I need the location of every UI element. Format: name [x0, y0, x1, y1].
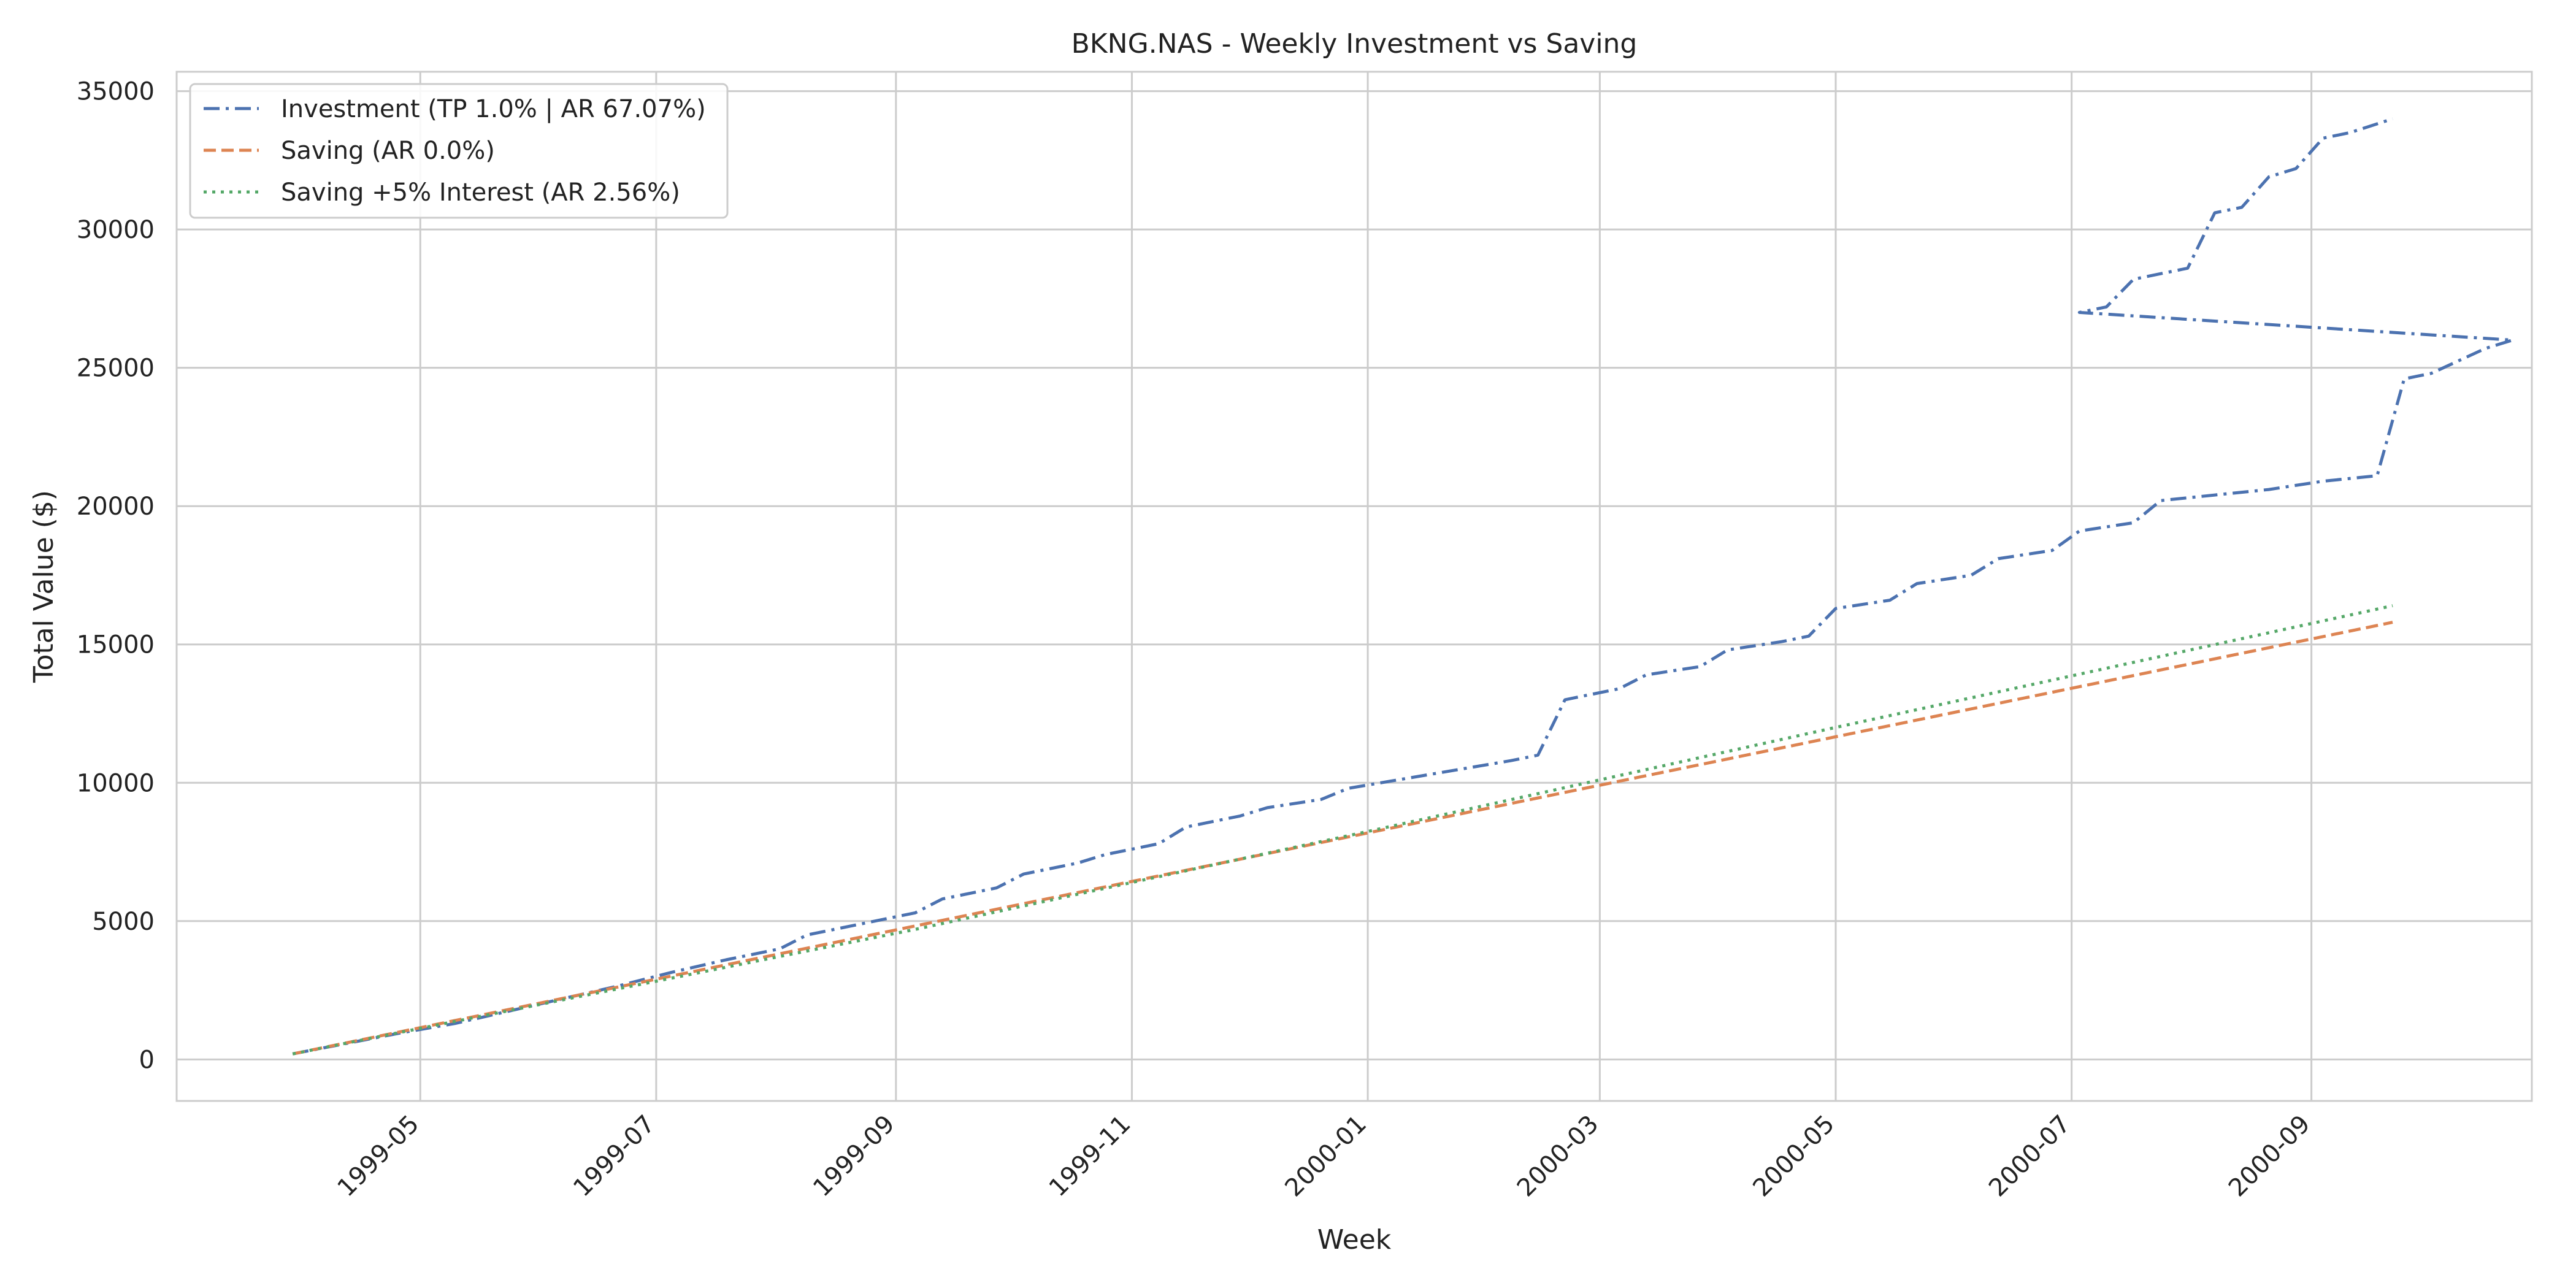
y-tick-label: 35000: [77, 78, 155, 106]
y-tick-label: 0: [139, 1046, 155, 1074]
y-tick-label: 5000: [92, 908, 155, 936]
legend-label-1: Investment (TP 1.0% | AR 67.07%): [281, 95, 706, 123]
series-lines: [292, 117, 2514, 1056]
series-line-3: [292, 604, 2393, 1056]
y-tick-label: 10000: [77, 769, 155, 797]
legend: Investment (TP 1.0% | AR 67.07%) Saving (…: [189, 83, 729, 219]
x-axis-title: Week: [1317, 1224, 1392, 1255]
y-tick-label: 30000: [77, 216, 155, 244]
y-tick-label: 25000: [77, 355, 155, 383]
legend-label-2: Saving (AR 0.0%): [281, 137, 495, 165]
legend-box: [189, 83, 729, 219]
series-line-1: [292, 117, 2514, 1056]
chart-title: BKNG.NAS - Weekly Investment vs Saving: [1071, 28, 1638, 59]
y-tick-label: 15000: [77, 631, 155, 659]
y-tick-label: 20000: [77, 493, 155, 521]
y-axis-title: Total Value ($): [28, 490, 59, 683]
plot-frame: [175, 71, 2533, 1102]
series-line-2: [292, 621, 2393, 1056]
legend-label-3: Saving +5% Interest (AR 2.56%): [281, 178, 680, 207]
